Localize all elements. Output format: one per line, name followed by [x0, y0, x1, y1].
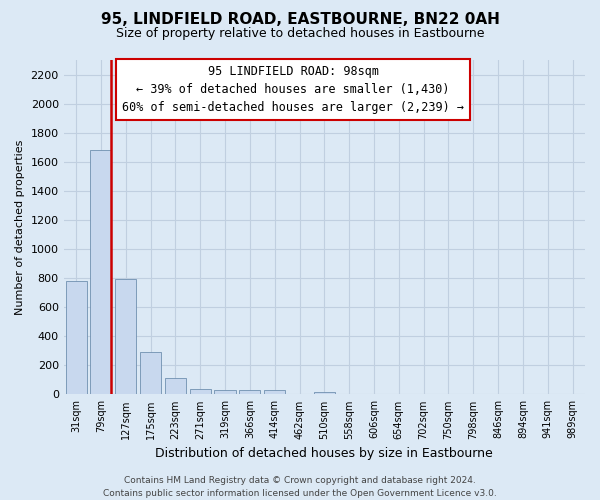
Bar — [140, 352, 161, 395]
Bar — [115, 279, 136, 394]
Text: 95 LINDFIELD ROAD: 98sqm
← 39% of detached houses are smaller (1,430)
60% of sem: 95 LINDFIELD ROAD: 98sqm ← 39% of detach… — [122, 65, 464, 114]
Text: Size of property relative to detached houses in Eastbourne: Size of property relative to detached ho… — [116, 28, 484, 40]
Bar — [264, 390, 285, 394]
Text: Contains HM Land Registry data © Crown copyright and database right 2024.
Contai: Contains HM Land Registry data © Crown c… — [103, 476, 497, 498]
Bar — [91, 150, 112, 394]
Text: 95, LINDFIELD ROAD, EASTBOURNE, BN22 0AH: 95, LINDFIELD ROAD, EASTBOURNE, BN22 0AH — [101, 12, 499, 28]
Bar — [214, 390, 236, 394]
Bar — [239, 390, 260, 394]
Bar — [65, 281, 86, 394]
Y-axis label: Number of detached properties: Number of detached properties — [15, 140, 25, 315]
Bar — [190, 390, 211, 394]
Bar — [314, 392, 335, 394]
Bar — [165, 378, 186, 394]
X-axis label: Distribution of detached houses by size in Eastbourne: Distribution of detached houses by size … — [155, 447, 493, 460]
